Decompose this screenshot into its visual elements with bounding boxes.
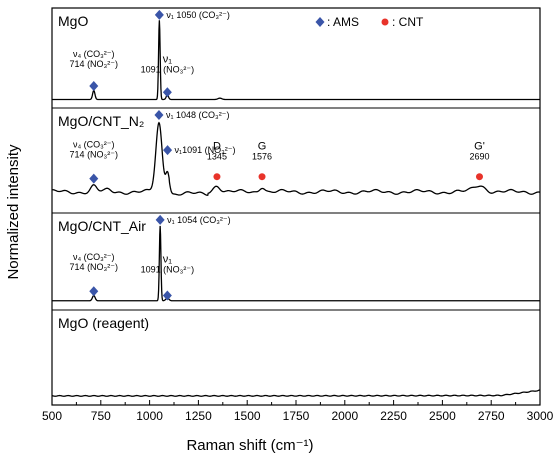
y-axis-title: Normalized intensity [5,144,22,280]
spectrum-line-2 [52,225,540,302]
legend: : AMS : CNT [315,15,424,29]
panel-label-0: MgO [58,13,88,29]
peak-annotation: G' [474,141,485,153]
x-tick-label: 2500 [429,409,456,423]
peak-annotation-value: 714 (NO₃²⁻) [70,262,118,272]
cnt-marker [213,173,221,181]
legend-ams-marker [315,17,325,27]
peak-annotation: ν₁ [163,53,173,65]
peak-annotation-value: 1091 (NO₃²⁻) [141,265,194,275]
x-axis-title: Raman shift (cm⁻¹) [186,437,313,454]
ams-marker [154,109,164,120]
x-tick-label: 750 [91,409,111,423]
peak-annotation: ν₁ 1054 (CO₃²⁻) [167,215,230,225]
x-tick-label: 1250 [185,409,212,423]
ams-marker [89,173,99,184]
ams-marker [162,290,172,301]
x-tick-label: 3000 [527,409,554,423]
peak-annotation: D [213,141,221,153]
ams-marker [162,87,172,98]
peak-annotation: ν₁ [163,254,173,266]
panel-1: MgO/CNT_N₂ ν₄ (CO₃²⁻)714 (NO₃²⁻) ν₁ 1048 (… [51,109,541,196]
peak-annotation: ν₄ (CO₃²⁻) [73,140,115,150]
panel-0: MgO ν₄ (CO₃²⁻)714 (NO₃²⁻) ν₁ 1050 (CO₃²⁻) ν… [52,9,540,101]
peak-annotation-value: 714 (NO₃²⁻) [70,150,118,160]
peak-annotation: ν₁ 1050 (CO₃²⁻) [166,10,229,20]
peak-annotation-value: 1576 [252,152,272,162]
peak-annotation-value: 1091 (NO₃²⁻) [141,64,194,74]
spectrum-line-0 [52,20,540,101]
peak-annotation-value: 2690 [469,152,489,162]
cnt-marker [258,173,266,181]
cnt-marker [475,173,483,181]
panel-3: MgO (reagent) [51,315,541,397]
legend-label: : AMS [327,15,359,29]
peak-annotation: ν₄ (CO₃²⁻) [73,252,115,262]
ams-marker [154,9,164,20]
peak-annotation-value: 714 (NO₃²⁻) [70,59,118,69]
x-tick-label: 1000 [136,409,163,423]
spectrum-line-3 [51,389,541,397]
x-tick-label: 2250 [380,409,407,423]
x-tick-label: 2750 [478,409,505,423]
panel-label-2: MgO/CNT_Air [58,218,146,234]
peak-annotation: ν₄ (CO₃²⁻) [73,49,115,59]
x-tick-label: 1750 [283,409,310,423]
spectrum-line-1 [51,121,541,196]
ams-marker [89,81,99,91]
peak-annotation-value: 1345 [207,152,227,162]
peak-annotation: ν₁1091 (NO₃²⁻) [175,145,236,155]
peak-annotation: ν₁ 1048 (CO₃²⁻) [166,110,229,120]
panel-label-3: MgO (reagent) [58,315,149,331]
peak-annotation: G [258,141,267,153]
legend-label: : CNT [392,15,424,29]
plot-frame [51,7,541,406]
panel-2: MgO/CNT_Air ν₄ (CO₃²⁻)714 (NO₃²⁻) ν₁ 1054 … [52,214,540,302]
ams-marker [163,145,173,156]
legend-cnt-marker [381,18,389,26]
x-tick-label: 500 [42,409,62,423]
plot-border [51,7,541,406]
panel-label-1: MgO/CNT_N₂ [58,113,144,129]
ams-marker [89,286,99,297]
x-tick-label: 1500 [234,409,261,423]
x-axis: 500 750 1000 1250 1500 1750 2000 2250 2500 2750 30… [42,400,554,423]
x-tick-label: 2000 [331,409,358,423]
ams-marker [155,214,165,225]
